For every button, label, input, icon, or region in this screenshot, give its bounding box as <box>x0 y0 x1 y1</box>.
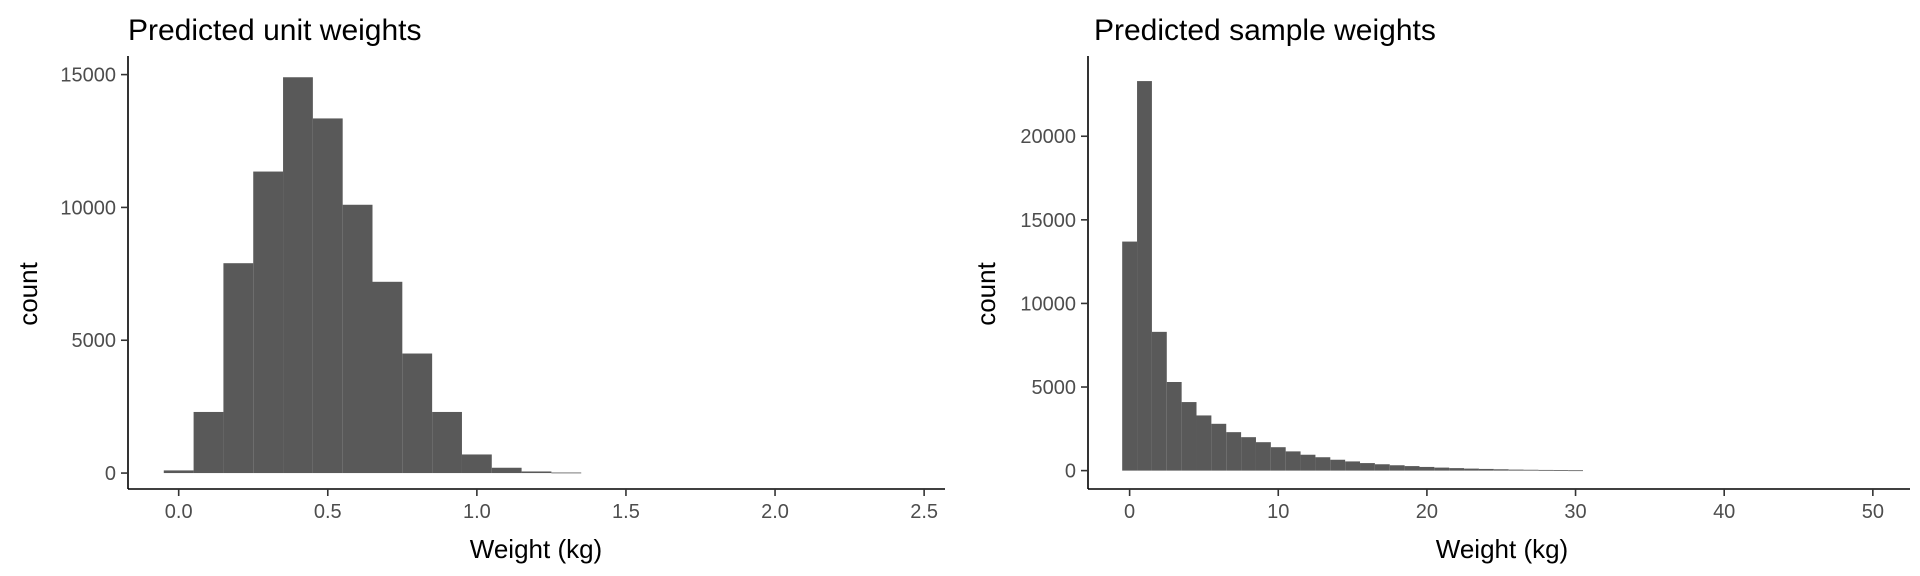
histogram-bar <box>1389 465 1405 471</box>
histogram-bar <box>1226 432 1242 471</box>
histogram-bar <box>1315 457 1331 471</box>
x-tick-label: 0.5 <box>314 501 342 523</box>
bars-group <box>1122 81 1583 472</box>
y-tick-label: 5000 <box>72 330 117 352</box>
histogram-unit-weights-svg: Predicted unit weights Weight (kg) count… <box>13 14 945 564</box>
axes-group: 0.0 0.5 1.0 1.5 2.0 2.5 0 5000 10000 15000 <box>60 56 945 523</box>
histogram-bar <box>223 263 254 474</box>
histogram-bar <box>1166 382 1182 471</box>
y-tick-label: 0 <box>1065 461 1076 483</box>
histogram-bar <box>1568 470 1583 472</box>
histogram-bar <box>372 281 403 474</box>
histogram-bar <box>521 471 552 474</box>
histogram-bar <box>1508 469 1524 471</box>
histogram-bar <box>1434 467 1450 471</box>
y-tick-label: 5000 <box>1032 377 1077 399</box>
histogram-bar <box>1255 442 1271 471</box>
chart-sample-weights: Predicted sample weights Weight (kg) cou… <box>960 0 1920 576</box>
x-tick-label: 10 <box>1267 501 1289 523</box>
histogram-bar <box>193 411 224 474</box>
x-tick-label: 2.5 <box>910 501 938 523</box>
histogram-bar <box>1196 415 1212 471</box>
histogram-bar <box>1404 466 1420 471</box>
histogram-bar <box>1360 463 1375 471</box>
histogram-bar <box>253 171 284 474</box>
histogram-bar <box>1181 402 1197 471</box>
x-tick-label: 40 <box>1713 501 1735 523</box>
y-tick-label: 20000 <box>1020 126 1076 148</box>
histogram-bar <box>342 204 373 474</box>
histogram-bar <box>551 472 582 474</box>
chart-title: Predicted unit weights <box>128 14 422 47</box>
x-tick-label: 30 <box>1564 501 1586 523</box>
histogram-bar <box>1330 459 1346 471</box>
histogram-bar <box>1553 470 1569 471</box>
x-axis-title: Weight (kg) <box>470 534 602 564</box>
y-tick-label: 0 <box>105 463 116 485</box>
y-tick-label: 15000 <box>1020 210 1076 232</box>
histogram-bar <box>1211 423 1227 471</box>
x-tick-label: 0 <box>1124 501 1135 523</box>
histogram-bar <box>1419 466 1435 471</box>
histogram-bar <box>1449 468 1465 471</box>
y-axis-title: count <box>13 261 43 325</box>
histogram-bar <box>402 353 433 474</box>
x-tick-label: 2.0 <box>761 501 789 523</box>
histogram-bar <box>1538 469 1554 471</box>
histogram-bar <box>461 454 492 474</box>
y-tick-label: 10000 <box>1020 293 1076 315</box>
x-tick-label: 0.0 <box>165 501 193 523</box>
chart-unit-weights: Predicted unit weights Weight (kg) count… <box>13 14 945 564</box>
bars-group <box>163 77 582 474</box>
histogram-bar <box>432 411 462 474</box>
histogram-bar <box>283 77 313 474</box>
histogram-bar <box>1241 437 1256 471</box>
x-axis-title: Weight (kg) <box>1436 534 1568 564</box>
histogram-bar <box>1270 447 1286 471</box>
histogram-bar <box>1493 469 1509 471</box>
y-tick-label: 15000 <box>60 65 116 87</box>
x-tick-label: 1.0 <box>463 501 491 523</box>
histogram-bar <box>1523 469 1539 471</box>
histogram-bar <box>1374 464 1390 471</box>
histogram-bar <box>1151 331 1167 471</box>
histogram-bar <box>163 470 194 474</box>
y-axis-title: count <box>971 261 1001 325</box>
histogram-sample-weights-svg: Predicted sample weights Weight (kg) cou… <box>971 14 1910 564</box>
histogram-bar <box>1345 461 1361 471</box>
histogram-bar <box>1464 468 1479 471</box>
histogram-bar <box>491 467 522 474</box>
histogram-bar <box>1478 468 1494 471</box>
chart-title: Predicted sample weights <box>1094 14 1436 47</box>
histogram-bar <box>1300 454 1316 471</box>
histogram-bar <box>1285 451 1301 471</box>
x-tick-label: 50 <box>1862 501 1884 523</box>
x-tick-label: 20 <box>1416 501 1438 523</box>
y-tick-label: 10000 <box>60 197 116 219</box>
x-tick-label: 1.5 <box>612 501 640 523</box>
histogram-bar <box>312 118 343 474</box>
histogram-bar <box>1122 241 1138 471</box>
axes-group: 0 10 20 30 40 50 0 5000 10000 15000 20000 <box>1020 56 1910 523</box>
histogram-bar <box>1137 81 1152 471</box>
